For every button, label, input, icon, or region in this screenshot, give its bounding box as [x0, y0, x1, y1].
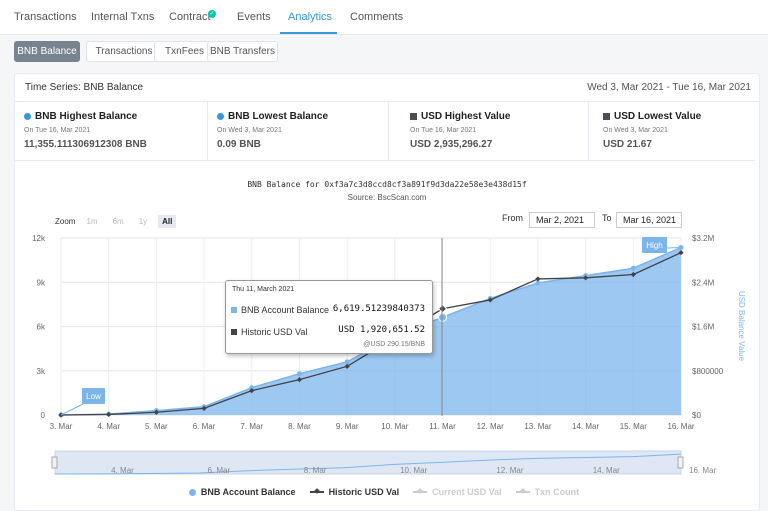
stat-title: USD Lowest Value: [614, 111, 702, 122]
to-date-input[interactable]: Mar 16, 2021: [616, 212, 682, 228]
blue-dot-icon: [188, 488, 196, 496]
subtab-bnb-transfers[interactable]: BNB Transfers: [207, 41, 278, 62]
from-label: From: [502, 213, 523, 223]
stat-bnb-highest: BNB Highest Balance On Tue 16, Mar 2021 …: [24, 111, 147, 150]
subtab-bnb-balance[interactable]: BNB Balance: [14, 41, 80, 62]
stat-date: On Wed 3, Mar 2021: [217, 127, 282, 134]
tab-analytics[interactable]: Analytics: [288, 11, 333, 23]
bnb-square-icon: [231, 307, 237, 313]
tooltip-usd-row: Historic USD Val: [231, 327, 307, 337]
divider: [207, 102, 208, 160]
stat-usd-lowest: USD Lowest Value On Wed 3, Mar 2021 USD …: [603, 111, 701, 150]
blue-dot-icon: [217, 113, 224, 120]
subtab-txnfees[interactable]: TxnFees: [154, 41, 215, 62]
dark-square-icon: [410, 113, 417, 120]
tab-internal-txns[interactable]: Internal Txns: [91, 11, 155, 23]
divider: [588, 102, 589, 160]
legend-current-usd[interactable]: Current USD Val: [413, 487, 502, 497]
stat-date: On Tue 16, Mar 2021: [410, 127, 477, 134]
legend-bnb-balance[interactable]: BNB Account Balance: [188, 487, 296, 497]
stat-title: USD Highest Value: [421, 111, 511, 122]
stat-date: On Tue 16, Mar 2021: [24, 127, 91, 134]
time-series-range: Wed 3, Mar 2021 - Tue 16, Mar 2021: [587, 82, 751, 93]
blue-dot-icon: [24, 113, 31, 120]
zoom-1y-button[interactable]: 1y: [138, 217, 148, 226]
line-marker-icon: [309, 491, 324, 493]
divider: [388, 102, 389, 160]
usd-square-icon: [231, 329, 237, 335]
stat-bnb-lowest: BNB Lowest Balance On Wed 3, Mar 2021 0.…: [217, 111, 328, 150]
legend-label: Historic USD Val: [328, 487, 400, 497]
stat-value: 0.09 BNB: [217, 139, 261, 150]
legend-label: BNB Account Balance: [200, 487, 296, 497]
tooltip-bnb-value: 6,619.51239840373: [332, 304, 425, 314]
divider: [15, 160, 755, 161]
tab-events[interactable]: Events: [237, 11, 271, 23]
zoom-6m-button[interactable]: 6m: [112, 217, 124, 226]
stat-value: USD 21.67: [603, 139, 652, 150]
dark-square-icon: [603, 113, 610, 120]
divider: [15, 101, 759, 102]
stat-usd-highest: USD Highest Value On Tue 16, Mar 2021 US…: [410, 111, 510, 150]
stat-value: USD 2,935,296.27: [410, 139, 493, 150]
active-tab-indicator: [280, 32, 337, 34]
tooltip-bnb-row: BNB Account Balance: [231, 305, 329, 315]
stat-title: BNB Highest Balance: [35, 111, 138, 122]
tooltip-usd-label: Historic USD Val: [241, 327, 308, 337]
chart-subtitle: Source: BscScan.com: [347, 193, 427, 202]
zoom-all-button[interactable]: All: [158, 215, 177, 228]
line-marker-icon: [413, 491, 428, 493]
tab-transactions[interactable]: Transactions: [14, 11, 77, 23]
tab-contract[interactable]: Contract: [169, 11, 211, 23]
legend-txn-count[interactable]: Txn Count: [515, 487, 580, 497]
to-label: To: [602, 213, 612, 223]
tab-comments[interactable]: Comments: [350, 11, 404, 23]
stat-value: 11,355.111306912308 BNB: [24, 139, 147, 150]
zoom-label: Zoom: [55, 217, 76, 226]
tooltip-bnb-label: BNB Account Balance: [241, 305, 330, 315]
chart-title: BNB Balance for 0xf3a7c3d8ccd8cf3a891f9d…: [247, 180, 527, 189]
time-series-title: Time Series: BNB Balance: [25, 82, 144, 93]
legend-label: Txn Count: [534, 487, 580, 497]
zoom-1m-button[interactable]: 1m: [86, 217, 98, 226]
tooltip-date: Thu 11, March 2021: [232, 286, 295, 293]
tooltip-usd-value: USD 1,920,651.52: [338, 325, 425, 335]
top-tab-bar: Transactions Internal Txns Contract ✓ Ev…: [0, 0, 768, 35]
chart-legend: BNB Account Balance Historic USD Val Cur…: [0, 487, 768, 497]
stat-date: On Wed 3, Mar 2021: [603, 127, 668, 134]
stat-title: BNB Lowest Balance: [228, 111, 329, 122]
subtab-transactions[interactable]: Transactions: [86, 41, 162, 62]
verified-check-icon: ✓: [208, 10, 216, 18]
legend-label: Current USD Val: [432, 487, 502, 497]
legend-historic-usd[interactable]: Historic USD Val: [309, 487, 400, 497]
chart-tooltip: Thu 11, March 2021 BNB Account Balance 6…: [225, 280, 433, 354]
zoom-controls: Zoom 1m 6m 1y All: [55, 215, 177, 228]
line-marker-icon: [515, 491, 530, 493]
tooltip-price-note: @USD 290.15/BNB: [363, 341, 425, 348]
from-date-input[interactable]: Mar 2, 2021: [529, 212, 595, 228]
